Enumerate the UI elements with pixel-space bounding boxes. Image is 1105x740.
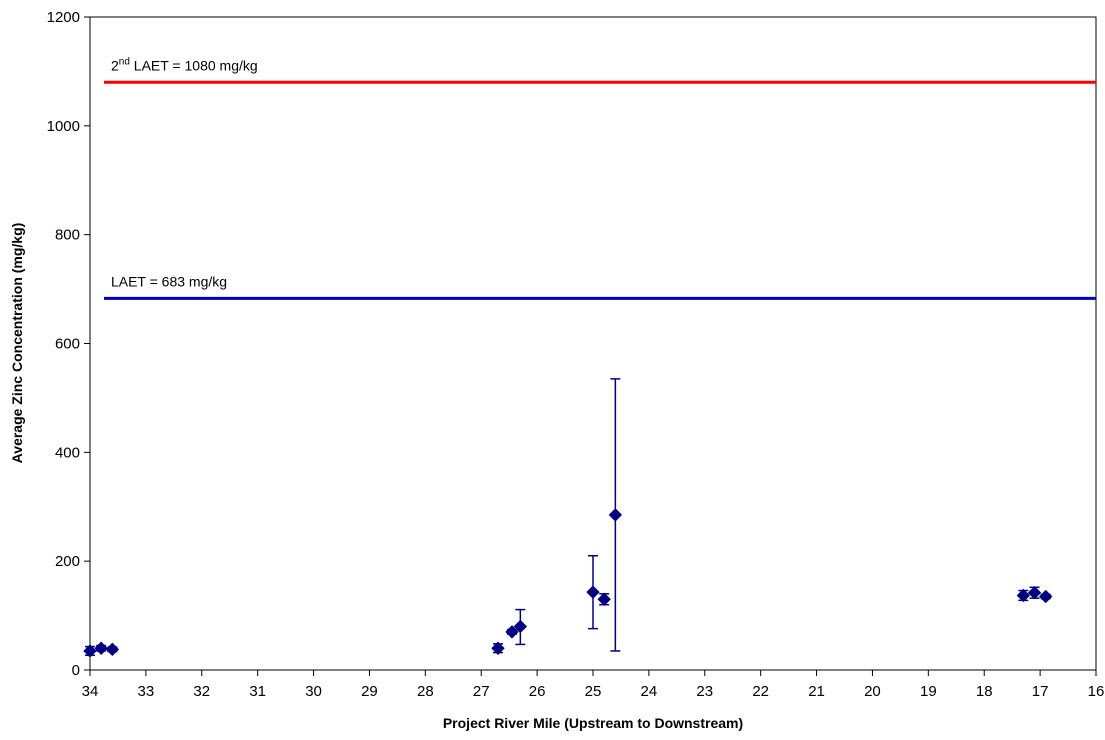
data-point	[513, 619, 528, 634]
x-axis: 34 33 32 31 30 29 28 27 26 25 24 23 22 21 20 19 18 17 16	[82, 670, 1105, 700]
data-point	[1038, 589, 1053, 604]
x-tick-label: 31	[249, 683, 266, 700]
data-point	[105, 642, 120, 657]
data-point	[94, 641, 108, 655]
data-points	[83, 378, 1053, 658]
x-tick-label: 30	[305, 683, 322, 700]
y-tick-label: 200	[55, 553, 80, 570]
y-tick-label: 400	[55, 444, 80, 461]
y-tick-label: 800	[55, 227, 80, 244]
x-axis-title: Project River Mile (Upstream to Downstre…	[443, 715, 743, 731]
x-tick-label: 33	[138, 683, 155, 700]
x-tick-label: 23	[696, 683, 713, 700]
x-tick-label: 18	[976, 683, 993, 700]
x-tick-label: 29	[361, 683, 378, 700]
data-point	[505, 625, 519, 639]
x-tick-label: 32	[193, 683, 210, 700]
y-axis-title: Average Zinc Concentration (mg/kg)	[9, 223, 25, 464]
y-tick-label: 0	[72, 662, 80, 679]
data-point	[1027, 586, 1042, 600]
y-tick-label: 1200	[47, 9, 80, 26]
data-point	[83, 644, 97, 658]
data-point	[586, 585, 600, 599]
x-tick-label: 25	[585, 683, 602, 700]
x-tick-label: 20	[864, 683, 881, 700]
x-tick-label: 19	[920, 683, 937, 700]
y-tick-label: 1000	[47, 118, 80, 135]
data-point	[597, 592, 611, 606]
x-tick-label: 27	[473, 683, 490, 700]
reference-lines: 2nd LAET = 1080 mg/kg LAET = 683 mg/kg	[103, 56, 1096, 300]
x-tick-label: 17	[1032, 683, 1049, 700]
data-point	[608, 508, 623, 522]
data-point	[1016, 588, 1031, 603]
x-tick-label: 21	[808, 683, 825, 700]
x-tick-label: 24	[641, 683, 658, 700]
x-tick-label: 34	[82, 683, 99, 700]
y-axis: 0 200 400 600 800 1000 1200	[47, 9, 90, 679]
x-tick-label: 26	[529, 683, 546, 700]
x-tick-label: 22	[752, 683, 769, 700]
x-tick-label: 28	[417, 683, 434, 700]
y-tick-label: 600	[55, 336, 80, 353]
reference-line-label: LAET = 683 mg/kg	[111, 273, 227, 289]
data-point	[491, 641, 505, 655]
reference-line-label: 2nd LAET = 1080 mg/kg	[111, 56, 258, 73]
x-tick-label: 16	[1088, 683, 1105, 700]
